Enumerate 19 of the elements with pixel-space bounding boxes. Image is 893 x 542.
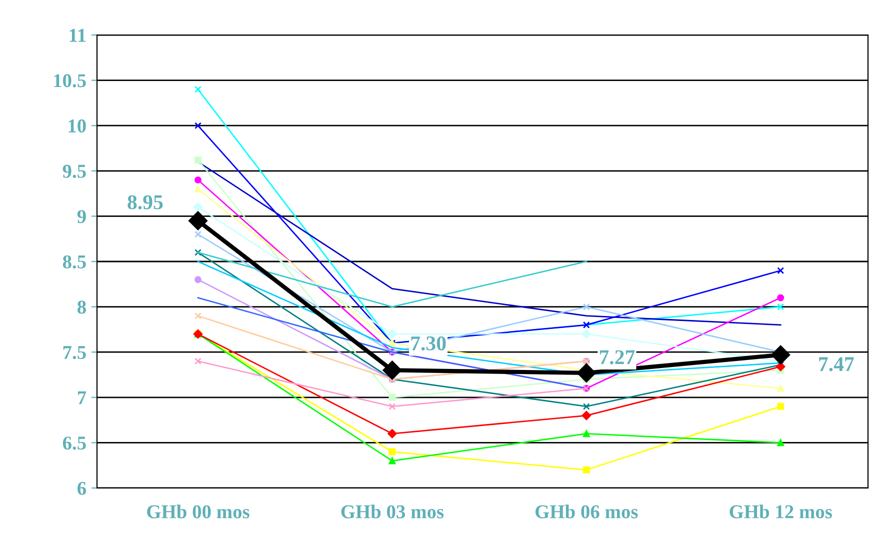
y-tick-label: 10 — [68, 119, 86, 133]
x-tick-label: GHb 12 mos — [730, 504, 832, 518]
y-tick-label: 6.5 — [62, 436, 86, 450]
y-tick-label: 8.5 — [62, 255, 86, 269]
y-tick-label: 11 — [70, 28, 86, 42]
y-tick-label: 9.5 — [62, 164, 86, 178]
data-label: 7.47 — [819, 357, 854, 372]
x-tick-label: GHb 00 mos — [147, 504, 250, 518]
y-tick-label: 10.5 — [54, 74, 86, 88]
x-tick-label: GHb 06 mos — [535, 504, 638, 518]
y-tick-label: 9 — [77, 210, 86, 224]
data-label: 8.95 — [128, 195, 163, 210]
y-tick-label: 7.5 — [63, 346, 86, 360]
y-tick-label: 6 — [78, 482, 86, 495]
data-label: 7.30 — [411, 336, 446, 351]
x-tick-label: GHb 03 mos — [341, 504, 444, 518]
y-tick-label: 7 — [78, 391, 86, 404]
y-tick-label: 8 — [78, 300, 86, 314]
data-label: 7.27 — [600, 350, 635, 364]
